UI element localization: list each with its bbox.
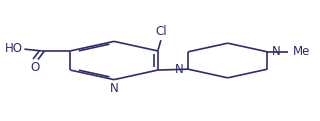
Text: N: N (272, 45, 281, 58)
Text: N: N (110, 82, 118, 95)
Text: O: O (31, 61, 40, 74)
Text: Me: Me (292, 45, 310, 58)
Text: Cl: Cl (155, 25, 167, 38)
Text: HO: HO (5, 42, 23, 55)
Text: N: N (175, 63, 183, 76)
